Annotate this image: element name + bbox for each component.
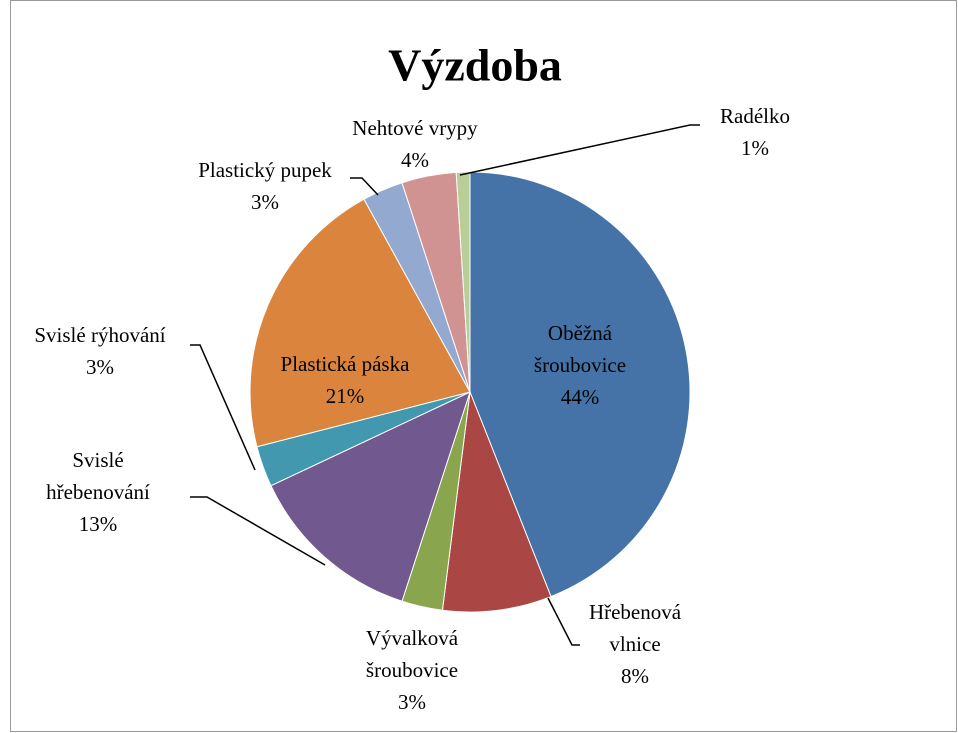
chart-title: Výzdoba	[388, 40, 562, 91]
data-label-value: 3%	[86, 355, 114, 379]
data-label-value: 1%	[741, 136, 769, 160]
pie-slice	[469, 171, 691, 598]
data-label-name: Vývalková šroubovice	[366, 626, 459, 682]
data-label-name: Svislé rýhování	[34, 323, 165, 347]
leader-line	[190, 496, 326, 566]
data-label-name: Nehtové vrypy	[352, 116, 478, 140]
pie-slice	[455, 171, 471, 393]
data-label-value: 13%	[79, 512, 118, 536]
data-label-value: 4%	[401, 148, 429, 172]
data-label-value: 3%	[398, 690, 426, 714]
data-label-value: 44%	[561, 385, 600, 409]
data-label-value: 3%	[251, 190, 279, 214]
data-label-value: 21%	[326, 384, 365, 408]
data-label-name: Plastická páska	[281, 352, 411, 376]
data-label-name: Oběžná šroubovice	[534, 321, 626, 377]
leader-line	[547, 597, 580, 646]
pie-slice	[270, 391, 471, 602]
data-label-name: Svislé hřebenování	[46, 448, 150, 504]
leader-line	[190, 344, 256, 471]
leader-line	[350, 177, 379, 196]
data-label-name: Radélko	[720, 104, 790, 128]
pie-slice	[441, 391, 552, 613]
data-label-name: Hřebenová vlnice	[589, 600, 682, 656]
pie-slice	[249, 198, 471, 448]
data-label-name: Plastický pupek	[198, 158, 332, 182]
data-label-value: 8%	[621, 664, 649, 688]
leader-line	[459, 124, 700, 176]
